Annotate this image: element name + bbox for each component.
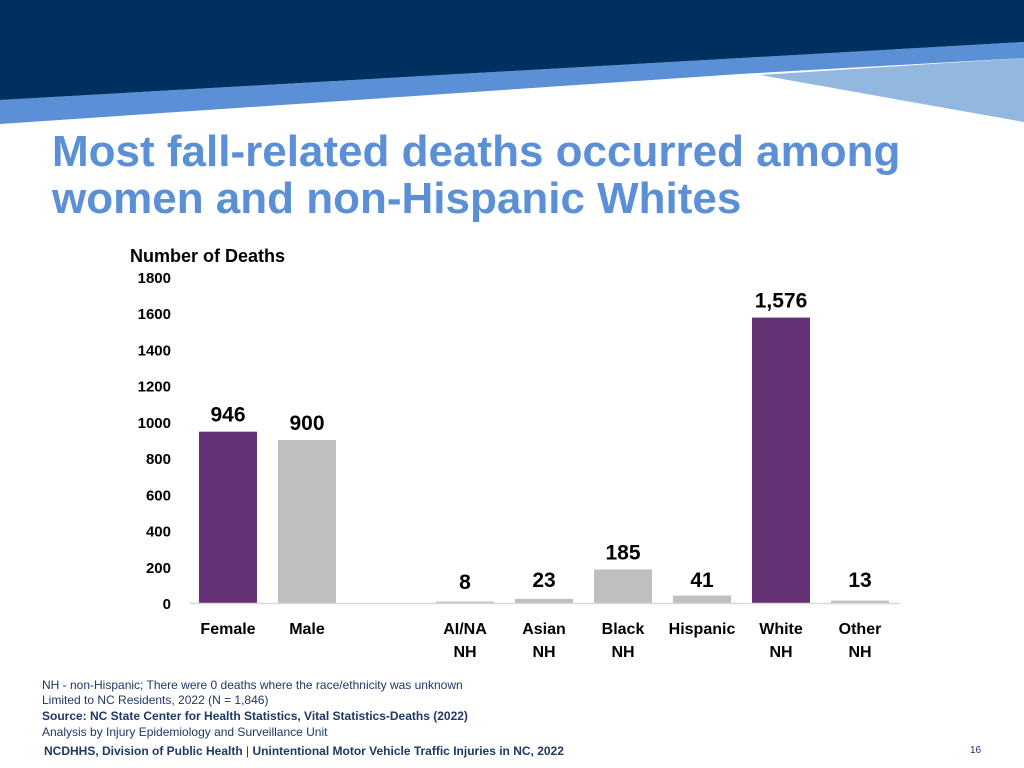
y-tick-label: 600	[146, 487, 171, 504]
source-note: Source: NC State Center for Health Stati…	[42, 709, 468, 723]
x-tick-label: Hispanic	[669, 621, 736, 638]
x-tick-label: NH	[611, 644, 634, 661]
analysis-note: Analysis by Injury Epidemiology and Surv…	[42, 725, 328, 739]
data-label: 900	[289, 412, 324, 435]
data-label: 41	[690, 569, 714, 592]
x-axis-labels: Female Male AI/NA NH Asian NH Black NH Hispanic W…	[200, 621, 881, 661]
bar	[199, 431, 257, 603]
data-labels: 946 900 8 23 185 41 1,576 13	[210, 290, 871, 594]
y-tick-label: 0	[163, 596, 171, 613]
x-tick-label: White	[759, 621, 803, 638]
footer-separator: |	[246, 744, 250, 758]
footer-report: Unintentional Motor Vehicle Traffic Inju…	[252, 744, 564, 758]
banner-light-stripe	[760, 58, 1024, 122]
nh-footnote: NH - non-Hispanic; There were 0 deaths w…	[42, 678, 463, 692]
banner-dark-band	[0, 0, 1024, 100]
x-tick-label: Female	[200, 621, 255, 638]
bar	[278, 440, 336, 603]
x-tick-label: AI/NA	[443, 621, 487, 638]
y-tick-label: 400	[146, 524, 171, 541]
page-number: 16	[970, 745, 982, 756]
y-tick-label: 1000	[138, 415, 171, 432]
y-tick-label: 1200	[138, 379, 171, 396]
data-label: 1,576	[755, 290, 808, 313]
title-line-1: Most fall-related deaths occurred among	[52, 127, 901, 176]
x-tick-label: NH	[453, 644, 476, 661]
bar	[673, 595, 731, 603]
banner-blue-stripe	[0, 42, 1024, 124]
y-tick-label: 200	[146, 560, 171, 577]
x-tick-label: Male	[289, 621, 325, 638]
bars	[199, 317, 889, 604]
y-axis-ticks: 1800 1600 1400 1200 1000 800 600 400 200 0	[138, 270, 171, 613]
y-axis-title: Number of Deaths	[130, 246, 285, 266]
title-line-2: women and non-Hispanic Whites	[52, 174, 742, 223]
bar	[752, 317, 810, 603]
bar	[594, 569, 652, 603]
data-label: 8	[459, 571, 471, 594]
bar	[831, 600, 889, 603]
y-tick-label: 1400	[138, 342, 171, 359]
footer-org: NCDHHS, Division of Public Health	[44, 744, 243, 758]
x-tick-label: NH	[532, 644, 555, 661]
y-tick-label: 1800	[138, 270, 171, 287]
bar	[436, 601, 494, 604]
x-tick-label: NH	[848, 644, 871, 661]
data-label: 185	[605, 541, 640, 564]
x-tick-label: Asian	[522, 621, 566, 638]
data-label: 23	[532, 569, 555, 592]
deaths-bar-chart: Number of Deaths 1800 1600 1400 1200 1000 800…	[130, 246, 900, 661]
slide-title: Most fall-related deaths occurred among …	[52, 128, 992, 222]
x-tick-label: Black	[602, 621, 645, 638]
x-tick-label: NH	[769, 644, 792, 661]
x-tick-label: Other	[839, 621, 882, 638]
y-tick-label: 800	[146, 451, 171, 468]
data-label: 13	[848, 569, 871, 592]
data-label: 946	[210, 404, 245, 427]
bar	[515, 598, 573, 603]
residents-footnote: Limited to NC Residents, 2022 (N = 1,846…	[42, 693, 269, 707]
y-tick-label: 1600	[138, 306, 171, 323]
header-banner	[0, 0, 1024, 124]
slide-footer: NCDHHS, Division of Public Health | Unin…	[44, 744, 564, 758]
